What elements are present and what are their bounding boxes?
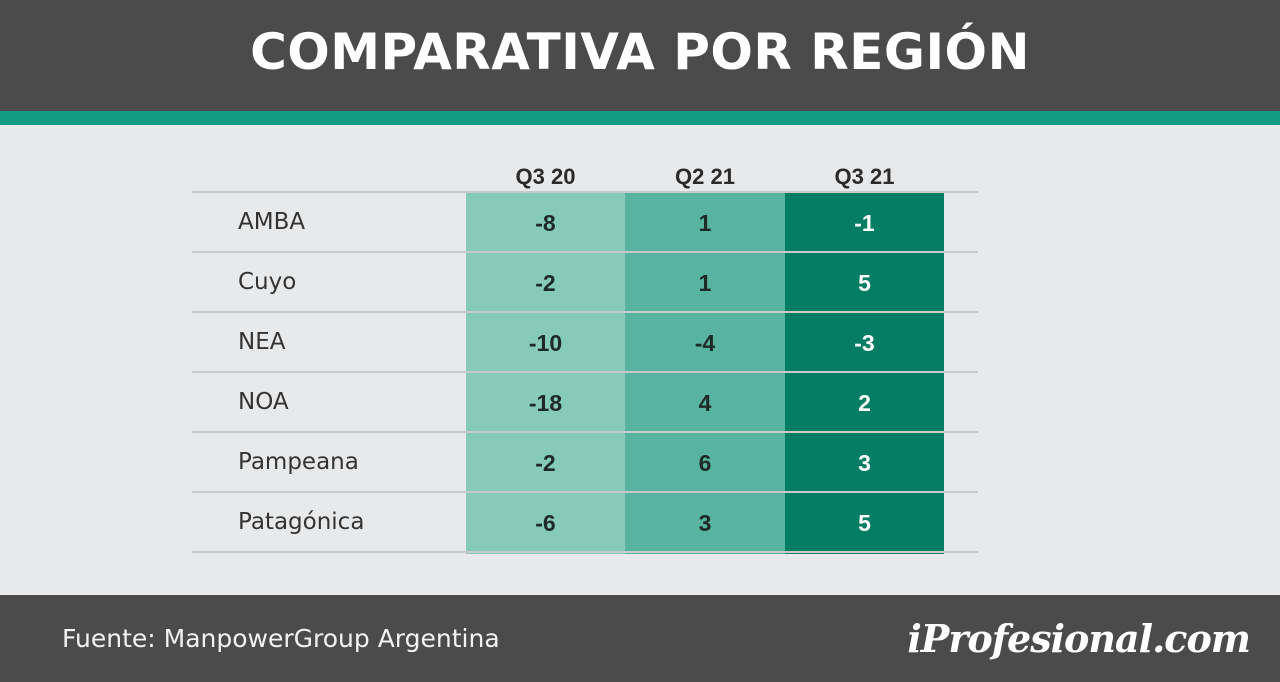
accent-stripe	[0, 111, 1280, 125]
chart-title: COMPARATIVA POR REGIÓN	[250, 22, 1030, 81]
row-label: NOA	[238, 389, 289, 415]
row-divider	[192, 551, 978, 553]
footer-bar: Fuente: ManpowerGroup Argentina iProfesi…	[0, 595, 1280, 682]
value-cell: -4	[694, 330, 716, 356]
value-cell: 3	[698, 510, 712, 536]
row-divider	[192, 491, 978, 493]
value-cell: -10	[528, 330, 563, 356]
row-divider	[192, 431, 978, 433]
value-cell: 5	[858, 270, 871, 296]
value-cell: -2	[535, 270, 556, 296]
value-cell: 3	[858, 450, 871, 476]
value-cell: 1	[698, 270, 712, 296]
value-cell: -1	[854, 210, 875, 236]
row-divider	[192, 251, 978, 253]
header-bar: COMPARATIVA POR REGIÓN	[0, 0, 1280, 111]
column-header: Q3 20	[515, 164, 576, 189]
value-cell: 1	[698, 210, 712, 236]
brand-logo: iProfesional.com	[907, 616, 1251, 661]
value-cell: 2	[858, 390, 871, 416]
row-label: Patagónica	[238, 509, 365, 535]
row-label: Cuyo	[238, 269, 297, 295]
row-divider	[192, 191, 978, 193]
row-label: NEA	[238, 329, 286, 355]
value-cell: -18	[528, 390, 563, 416]
row-divider	[192, 311, 978, 313]
row-label: AMBA	[238, 209, 306, 235]
column-header: Q3 21	[834, 164, 895, 189]
column-header: Q2 21	[675, 164, 735, 189]
value-cell: -3	[854, 330, 875, 356]
value-cell: 5	[858, 510, 871, 536]
row-label: Pampeana	[238, 449, 359, 475]
value-cell: -2	[535, 450, 556, 476]
value-cell: -8	[535, 210, 556, 236]
value-cell: -6	[535, 510, 556, 536]
comparison-table: Q3 20 Q2 21 Q3 21 AMBA -8 1 -1 Cuyo -2 1 5 NEA -10 -4…	[192, 152, 978, 554]
source-note: Fuente: ManpowerGroup Argentina	[62, 624, 500, 653]
value-cell: 6	[698, 450, 712, 476]
row-divider	[192, 371, 978, 373]
value-cell: 4	[698, 390, 712, 416]
